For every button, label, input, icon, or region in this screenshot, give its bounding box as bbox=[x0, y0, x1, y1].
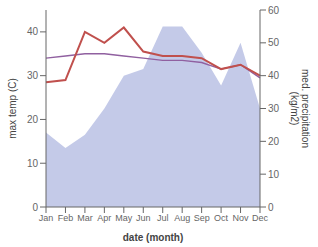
svg-text:max temp (C): max temp (C) bbox=[7, 78, 18, 139]
svg-text:30: 30 bbox=[27, 70, 39, 81]
svg-text:60: 60 bbox=[268, 5, 280, 16]
svg-text:Feb: Feb bbox=[58, 213, 74, 223]
svg-text:40: 40 bbox=[268, 70, 280, 81]
svg-text:date (month): date (month) bbox=[123, 232, 184, 243]
svg-text:20: 20 bbox=[27, 114, 39, 125]
svg-text:Sep: Sep bbox=[194, 213, 210, 223]
svg-text:30: 30 bbox=[268, 103, 280, 114]
svg-text:50: 50 bbox=[268, 37, 280, 48]
svg-text:Dec: Dec bbox=[252, 213, 269, 223]
svg-text:Aug: Aug bbox=[174, 213, 190, 223]
svg-text:May: May bbox=[115, 213, 133, 223]
svg-text:20: 20 bbox=[268, 136, 280, 147]
svg-text:Nov: Nov bbox=[233, 213, 250, 223]
svg-text:10: 10 bbox=[27, 158, 39, 169]
svg-text:Apr: Apr bbox=[97, 213, 111, 223]
svg-text:Mar: Mar bbox=[77, 213, 93, 223]
svg-text:0: 0 bbox=[268, 202, 274, 213]
svg-text:Jan: Jan bbox=[39, 213, 54, 223]
svg-text:Jul: Jul bbox=[157, 213, 169, 223]
svg-text:40: 40 bbox=[27, 26, 39, 37]
svg-text:Jun: Jun bbox=[136, 213, 151, 223]
svg-text:0: 0 bbox=[32, 202, 38, 213]
svg-text:10: 10 bbox=[268, 169, 280, 180]
svg-text:Oct: Oct bbox=[214, 213, 229, 223]
svg-text:med. precipitation(kg/m2): med. precipitation(kg/m2) bbox=[289, 69, 311, 148]
